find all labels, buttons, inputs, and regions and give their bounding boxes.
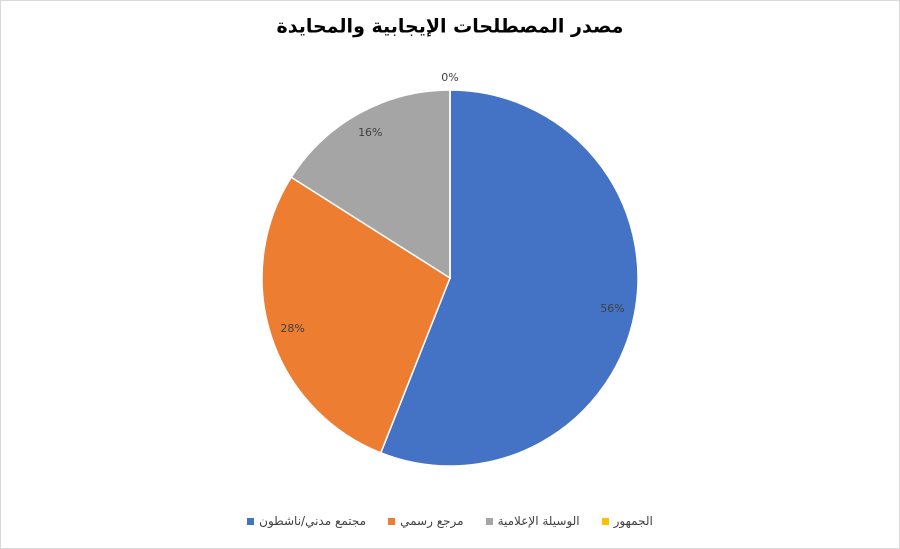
legend-item: مجتمع مدني/ناشطون <box>247 514 366 528</box>
legend-item: الوسيلة الإعلامية <box>485 514 580 528</box>
chart-title: مصدر المصطلحات الإيجابية والمحايدة <box>277 16 624 38</box>
legend-swatch <box>485 517 493 525</box>
legend: مجتمع مدني/ناشطون مرجع رسمي الوسيلة الإعلا… <box>1 514 899 528</box>
legend-swatch <box>388 517 396 525</box>
legend-label: الجمهور <box>613 514 653 528</box>
data-label: 28% <box>280 322 304 335</box>
data-label: 56% <box>600 302 624 315</box>
legend-label: الوسيلة الإعلامية <box>497 514 580 528</box>
legend-swatch <box>247 517 255 525</box>
pie-slice <box>379 89 639 467</box>
legend-item: مرجع رسمي <box>388 514 464 528</box>
data-label: 0% <box>441 71 458 84</box>
data-label: 16% <box>358 126 382 139</box>
legend-label: مجتمع مدني/ناشطون <box>259 514 367 528</box>
pie-slice <box>290 89 451 280</box>
pie-slice <box>261 176 451 454</box>
legend-swatch <box>601 517 609 525</box>
legend-item: الجمهور <box>601 514 653 528</box>
legend-label: مرجع رسمي <box>400 514 464 528</box>
